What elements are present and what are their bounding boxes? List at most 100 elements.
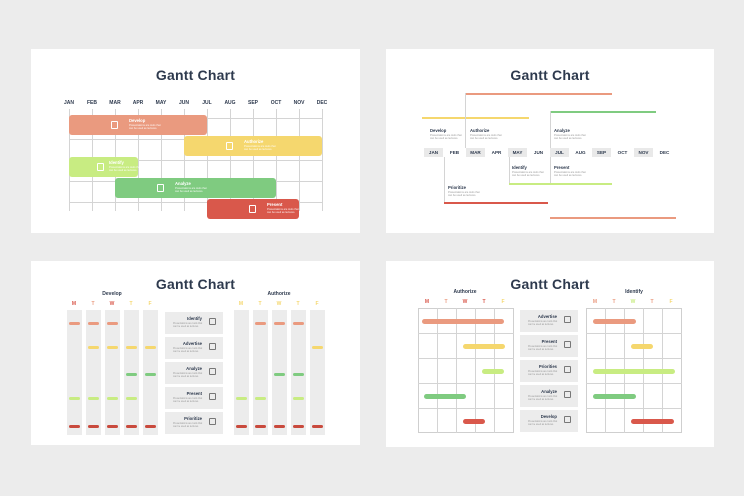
- month-label: AUG: [224, 100, 236, 106]
- task-pill: [107, 346, 118, 349]
- task-pill: [463, 344, 505, 349]
- grid-line: [586, 383, 682, 384]
- month-label: SEP: [592, 148, 611, 157]
- task-pill: [88, 397, 99, 400]
- task-label: Analyze: [186, 366, 202, 371]
- task-pill: [312, 425, 323, 428]
- windmill-icon: [209, 318, 216, 325]
- day-label: W: [630, 299, 636, 305]
- slide-4-thumbnail[interactable]: Gantt Chart Authorize Identify M T W T F M T W T…: [386, 261, 714, 447]
- task-description: Presentations are tools that can be used…: [512, 171, 544, 178]
- month-label: NOV: [293, 100, 305, 106]
- task-pill: [145, 425, 156, 428]
- day-label: T: [650, 299, 654, 305]
- podium-icon: [209, 393, 216, 400]
- task-pill: [255, 322, 266, 325]
- task-pill: [255, 397, 266, 400]
- signpost-icon: [226, 142, 233, 150]
- month-label: APR: [132, 100, 144, 106]
- task-description: Presentations are tools that can be used…: [528, 420, 558, 427]
- task-pill: [293, 425, 304, 428]
- month-label: JUL: [550, 148, 569, 157]
- task-label: Advertise: [182, 341, 202, 346]
- task-pill: [255, 425, 266, 428]
- month-label: APR: [487, 148, 506, 157]
- task-label: Identify: [512, 165, 527, 170]
- task-pill: [145, 373, 156, 376]
- task-line: [550, 183, 612, 185]
- task-line: [465, 93, 612, 95]
- month-label: FEB: [87, 100, 97, 106]
- task-card: Identify Presentations are tools that can…: [165, 312, 223, 334]
- pen-icon: [564, 391, 571, 398]
- connector-line: [550, 157, 551, 183]
- day-column: [67, 310, 82, 435]
- task-card: Analyze Presentations are tools that can …: [165, 362, 223, 384]
- task-description: Presentations are tools that can be used…: [173, 422, 203, 429]
- day-label: T: [296, 301, 300, 307]
- month-label: DEC: [316, 100, 328, 106]
- month-label: JUN: [529, 148, 548, 157]
- wallet-icon: [564, 316, 571, 323]
- grid-line: [437, 308, 438, 433]
- slide-1-thumbnail[interactable]: Gantt Chart JAN FEB MAR APR MAY JUN JUL AUG SEP O…: [31, 49, 360, 233]
- task-description: Presentations are tools that can be used…: [528, 345, 558, 352]
- grid-line: [586, 333, 682, 334]
- day-label: W: [109, 301, 115, 307]
- task-pill: [88, 322, 99, 325]
- task-pill: [69, 397, 80, 400]
- task-description: Presentations are tools that can be used…: [554, 171, 586, 178]
- task-description: Presentations are tools that can be used…: [175, 187, 207, 194]
- day-label: M: [238, 301, 244, 307]
- month-label: OCT: [613, 148, 632, 157]
- task-line: [550, 217, 676, 219]
- slide-2-thumbnail[interactable]: Gantt Chart JAN FEB MAR APR MAY JUN JUL AUG SEP O…: [386, 49, 714, 233]
- month-label: JUN: [178, 100, 189, 106]
- task-pill: [631, 419, 674, 424]
- day-column: [105, 310, 120, 435]
- day-label: T: [258, 301, 262, 307]
- grid-line: [475, 308, 476, 433]
- group-label-left: Authorize: [453, 289, 477, 295]
- search-icon: [209, 418, 216, 425]
- task-line: [422, 117, 529, 119]
- task-description: Presentations are tools that can be used…: [173, 397, 203, 404]
- calculator-icon: [564, 366, 571, 373]
- piggy-bank-icon: [209, 343, 216, 350]
- day-column: [253, 310, 268, 435]
- day-column: [234, 310, 249, 435]
- slide-3-thumbnail[interactable]: Gantt Chart Develop Authorize M T W T F M T W T F…: [31, 261, 360, 445]
- task-pill: [593, 394, 636, 399]
- day-column: [86, 310, 101, 435]
- task-label: Priorities: [538, 364, 557, 369]
- day-label: T: [444, 299, 448, 305]
- task-label: Authorize: [470, 128, 490, 133]
- task-label: Develop: [540, 414, 557, 419]
- day-label: T: [482, 299, 486, 305]
- chart-icon: [209, 368, 216, 375]
- day-label: T: [612, 299, 616, 305]
- grid-line: [322, 109, 323, 211]
- task-description: Presentations are tools that can be used…: [528, 395, 558, 402]
- task-pill: [293, 397, 304, 400]
- day-label: W: [276, 301, 282, 307]
- slide-title: Gantt Chart: [510, 67, 590, 83]
- day-label: M: [592, 299, 598, 305]
- task-label: Prioritize: [184, 416, 202, 421]
- month-label: JAN: [63, 100, 74, 106]
- month-label: SEP: [247, 100, 258, 106]
- document-icon: [111, 121, 118, 129]
- task-description: Presentations are tools that can be used…: [173, 322, 203, 329]
- day-column: [310, 310, 325, 435]
- day-label: F: [669, 299, 673, 305]
- task-pill: [312, 346, 323, 349]
- task-pill: [69, 322, 80, 325]
- day-label: F: [148, 301, 152, 307]
- task-description: Presentations are tools that can be used…: [554, 134, 586, 141]
- task-label: Identify: [187, 316, 202, 321]
- task-label: Develop: [430, 128, 447, 133]
- task-line: [550, 111, 656, 113]
- task-label: Prioritize: [448, 185, 466, 190]
- task-pill: [463, 419, 485, 424]
- task-pill: [126, 425, 137, 428]
